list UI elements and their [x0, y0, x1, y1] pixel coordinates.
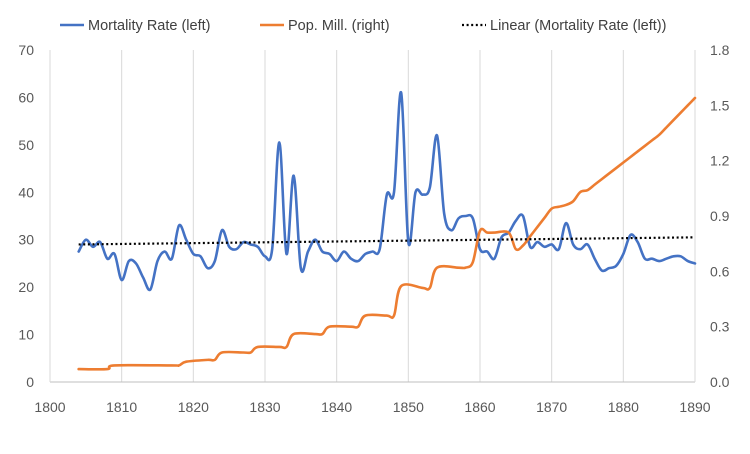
- right-y-tick-label: 0.6: [710, 263, 730, 279]
- x-tick-label: 1880: [608, 399, 639, 415]
- linear-trendline: [78, 236, 696, 246]
- x-tick-label: 1890: [679, 399, 710, 415]
- axes: 1800 1810 1820 1830 1840 1850 1860 1870 1880 1890…: [18, 42, 729, 415]
- left-y-tick-label: 40: [18, 184, 34, 200]
- legend-label: Pop. Mill. (right): [288, 18, 390, 34]
- legend-label: Mortality Rate (left): [88, 18, 210, 34]
- right-y-tick-label: 1.5: [710, 97, 730, 113]
- left-y-tick-label: 70: [18, 42, 34, 58]
- left-y-tick-label: 10: [18, 327, 34, 343]
- right-y-tick-label: 1.8: [710, 42, 730, 58]
- right-y-tick-label: 0.9: [710, 208, 730, 224]
- x-tick-label: 1850: [393, 399, 424, 415]
- left-y-tick-label: 30: [18, 232, 34, 248]
- left-y-tick-label: 20: [18, 279, 34, 295]
- right-y-tick-label: 0.0: [710, 374, 730, 390]
- mortality-rate-line: [77, 91, 697, 292]
- x-tick-label: 1860: [464, 399, 495, 415]
- x-tick-label: 1840: [321, 399, 352, 415]
- left-y-tick-label: 0: [26, 374, 34, 390]
- left-y-tick-label: 60: [18, 89, 34, 105]
- right-y-tick-label: 1.2: [710, 153, 730, 169]
- x-tick-label: 1810: [106, 399, 137, 415]
- x-tick-label: 1830: [249, 399, 280, 415]
- vertical-gridlines: [121, 50, 696, 382]
- right-y-tick-label: 0.3: [710, 319, 730, 335]
- legend-label: Linear (Mortality Rate (left)): [490, 18, 666, 34]
- population-line: [77, 96, 697, 371]
- left-y-tick-label: 50: [18, 137, 34, 153]
- series-lines: [77, 91, 697, 371]
- legend: Mortality Rate (left) Pop. Mill. (right) L…: [60, 18, 666, 34]
- x-tick-label: 1800: [34, 399, 65, 415]
- x-tick-label: 1820: [178, 399, 209, 415]
- x-tick-label: 1870: [536, 399, 567, 415]
